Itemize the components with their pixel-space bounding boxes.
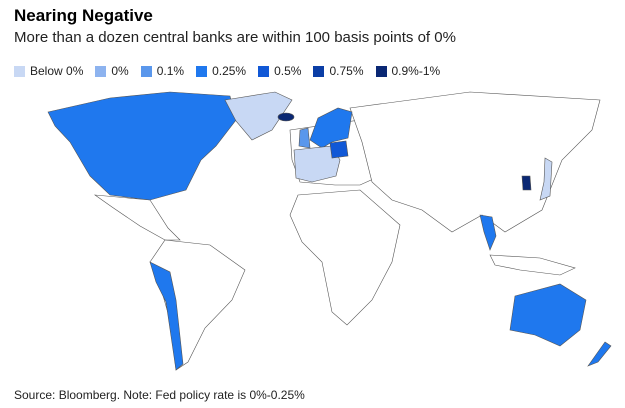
world-map xyxy=(47,91,612,371)
legend-item: 0.25% xyxy=(196,64,246,78)
legend-item: 0.9%-1% xyxy=(375,64,441,78)
legend-label: 0.25% xyxy=(212,64,247,78)
legend-swatch xyxy=(313,65,325,77)
legend-item: 0% xyxy=(95,64,129,78)
legend-item: Below 0% xyxy=(14,64,83,78)
subtitle: More than a dozen central banks are with… xyxy=(14,29,456,46)
uk xyxy=(298,127,311,149)
legend-label: 0.75% xyxy=(329,64,364,78)
mexico-central-america xyxy=(93,194,181,241)
legend-item: 0.75% xyxy=(313,64,364,78)
united-states-canada xyxy=(47,91,237,201)
south-korea xyxy=(521,175,532,191)
legend-swatch xyxy=(375,65,387,77)
legend-label: Below 0% xyxy=(30,64,84,78)
poland xyxy=(329,140,349,159)
asia xyxy=(349,91,601,233)
thailand-cambodia xyxy=(479,214,497,251)
peru-chile xyxy=(149,261,184,371)
legend-label: 0.9%-1% xyxy=(391,64,441,78)
south-america xyxy=(149,239,246,371)
title: Nearing Negative xyxy=(14,6,153,25)
africa xyxy=(289,189,401,326)
japan xyxy=(539,157,553,201)
legend-label: 0.1% xyxy=(156,64,185,78)
legend-label: 0% xyxy=(111,64,129,78)
legend-swatch xyxy=(140,65,152,77)
legend-swatch xyxy=(196,65,208,77)
indonesia xyxy=(489,254,576,276)
greenland xyxy=(224,91,293,141)
legend-swatch xyxy=(14,65,25,77)
australia xyxy=(509,283,587,347)
legend: Below 0% 0% 0.1% 0.25% 0.5% 0.75% 0.9%-1% xyxy=(14,64,440,78)
source: Source: Bloomberg. Note: Fed policy rate… xyxy=(14,388,305,402)
legend-item: 0.1% xyxy=(140,64,185,78)
iceland xyxy=(277,112,295,122)
new-zealand xyxy=(587,341,612,367)
legend-swatch xyxy=(95,65,107,77)
legend-label: 0.5% xyxy=(274,64,302,78)
legend-item: 0.5% xyxy=(258,64,301,78)
legend-swatch xyxy=(258,65,270,77)
